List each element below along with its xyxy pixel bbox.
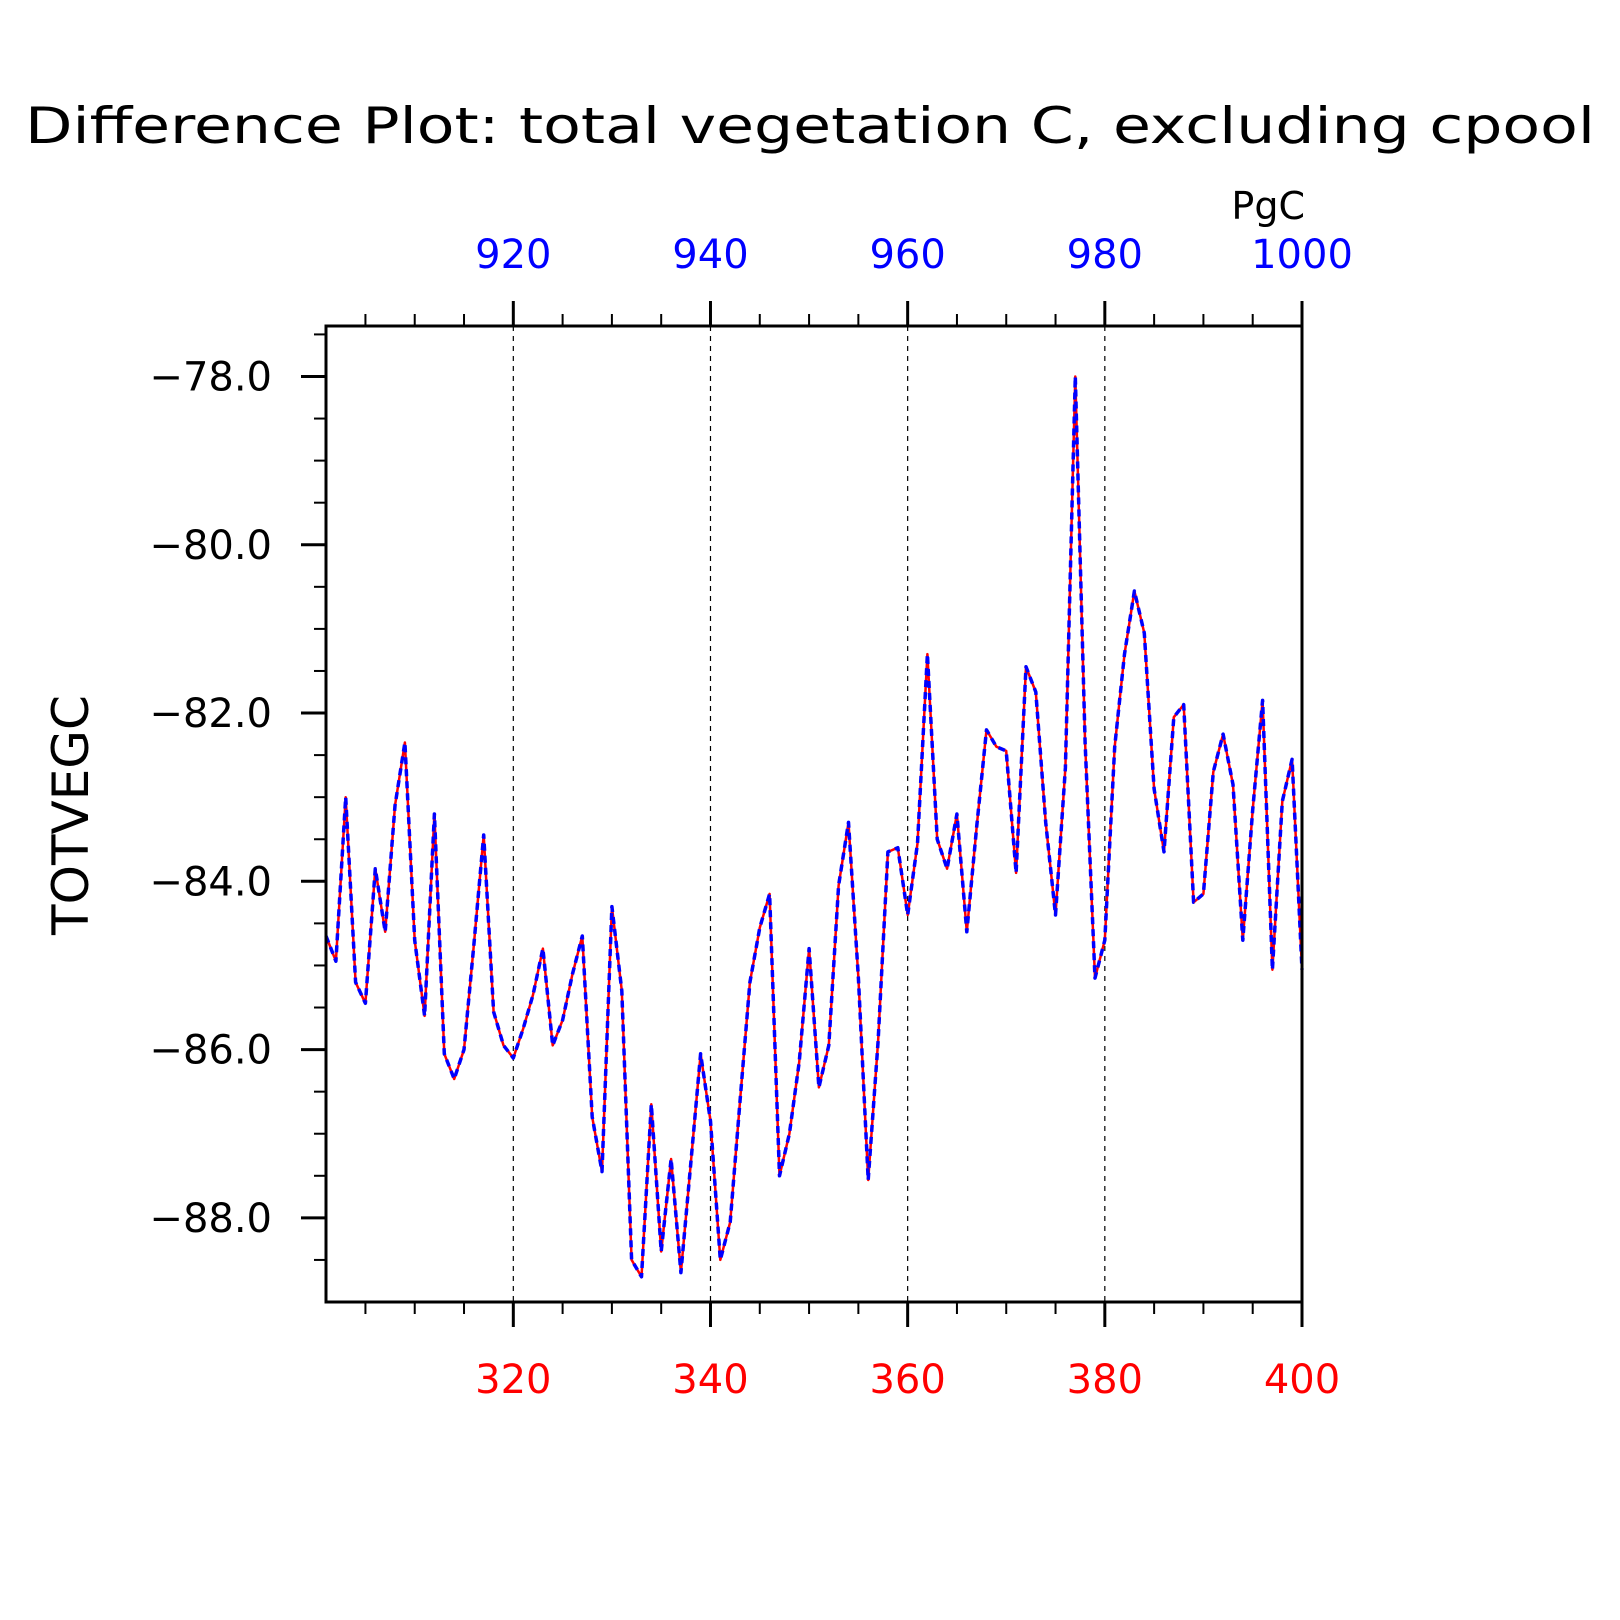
series-line-1	[324, 375, 1304, 1279]
chart-title: Difference Plot: total vegetation C, exc…	[25, 97, 1595, 155]
tick-labels: −78.0 −80.0 −82.0 −84.0 −86.0 −88.0 320 340 360 3…	[149, 232, 1352, 1403]
y-tick-label: −78.0	[149, 354, 272, 400]
plot-frame	[324, 324, 1304, 1304]
x-tick-label-top: 920	[475, 232, 551, 278]
y-axis-label: TOTVEGC	[42, 695, 100, 936]
x-tick-label-top: 980	[1067, 232, 1143, 278]
y-tick-label: −82.0	[149, 691, 272, 737]
y-tick-label: −88.0	[149, 1196, 272, 1242]
x-tick-label-bottom: 320	[475, 1357, 551, 1403]
y-tick-label: −84.0	[149, 859, 272, 905]
series-layer	[324, 374, 1304, 1279]
grid-lines	[512, 326, 1106, 1302]
units-label: PgC	[1231, 184, 1305, 228]
series-line-2	[324, 374, 1304, 1279]
x-tick-label-bottom: 360	[869, 1357, 945, 1403]
x-tick-label-bottom: 380	[1067, 1357, 1143, 1403]
x-tick-label-top: 960	[869, 232, 945, 278]
y-tick-label: −80.0	[149, 523, 272, 569]
x-tick-label-bottom: 400	[1264, 1357, 1340, 1403]
tick-marks	[301, 301, 1304, 1327]
y-tick-label: −86.0	[149, 1028, 272, 1074]
x-tick-label-top: 940	[672, 232, 748, 278]
x-tick-label-top: 1000	[1251, 232, 1353, 278]
x-tick-label-bottom: 340	[672, 1357, 748, 1403]
